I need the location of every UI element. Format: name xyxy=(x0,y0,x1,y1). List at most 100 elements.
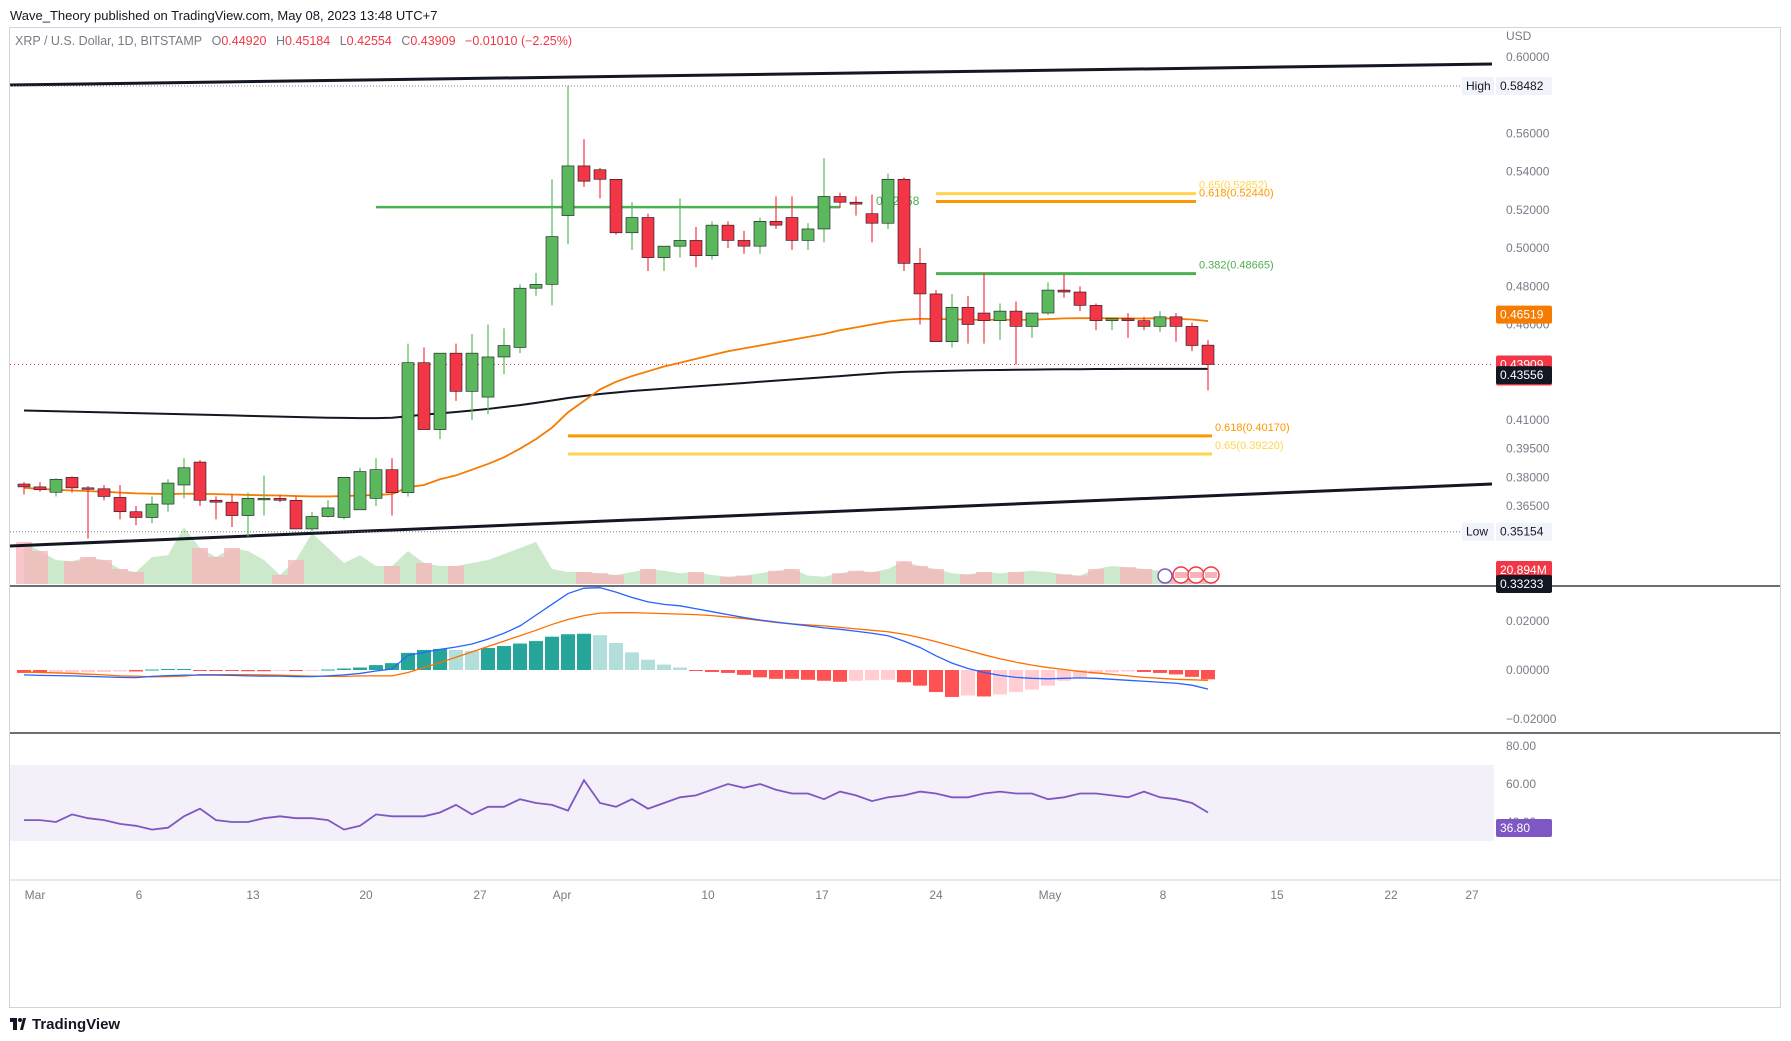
candle-body xyxy=(801,228,815,241)
macd-histogram-bar xyxy=(753,670,767,678)
macd-histogram-bar xyxy=(993,670,1007,695)
macd-histogram-bar xyxy=(385,663,399,670)
volume-bar-down xyxy=(416,563,432,584)
candle-body xyxy=(209,499,223,503)
volume-bar-down xyxy=(128,572,144,584)
macd-histogram-bar xyxy=(97,670,111,672)
flag-stripe-icon xyxy=(1205,572,1217,578)
volume-bar-down xyxy=(592,573,608,584)
rsi-line xyxy=(24,778,1209,831)
candle-body xyxy=(961,306,975,325)
lower-trendline xyxy=(9,482,1493,548)
volume-bar-down xyxy=(832,573,848,584)
legend-open: 0.44920 xyxy=(221,34,267,48)
time-axis-tick: 22 xyxy=(1384,888,1398,902)
macd-histogram-bar xyxy=(1009,670,1023,693)
macd-histogram-bar xyxy=(1121,670,1135,672)
rsi-value-badge-box xyxy=(1496,819,1552,837)
price-axis-tick: 0.36500 xyxy=(1506,499,1550,513)
candle-body xyxy=(785,217,799,241)
high-tag-box xyxy=(1462,77,1494,96)
macd-histogram-bar xyxy=(785,670,799,679)
low-value-badge: 0.35154 xyxy=(1500,525,1544,539)
macd-histogram-bar xyxy=(1057,670,1071,681)
macd-histogram-bar xyxy=(817,670,831,681)
macd-axis-tick: −0.02000 xyxy=(1506,712,1557,726)
volume-badge-box xyxy=(1496,561,1552,579)
candle-body xyxy=(241,498,255,516)
volume-bar-down xyxy=(1136,569,1152,584)
macd-histogram-bar xyxy=(705,670,719,672)
macd-histogram-bar xyxy=(1073,670,1087,678)
candle-body xyxy=(321,507,335,517)
candle-body xyxy=(913,263,927,295)
low-tag: Low xyxy=(1466,525,1488,539)
volume-bar-down xyxy=(640,569,656,584)
candle-body xyxy=(1201,344,1215,365)
macd-histogram-bar xyxy=(833,670,847,682)
macd-line xyxy=(23,587,1209,690)
price-axis-tick: 0.39500 xyxy=(1506,442,1550,456)
macd-histogram-bar xyxy=(1153,670,1167,673)
candle-body xyxy=(1121,318,1135,321)
volume-bar-down xyxy=(16,542,32,584)
volume-bar-down xyxy=(208,557,224,584)
volume-bar-down xyxy=(448,566,464,584)
macd-histogram-bar xyxy=(1201,670,1215,680)
ema-50-badge-box xyxy=(1496,305,1552,324)
candle-body xyxy=(897,178,911,264)
macd-histogram-bar xyxy=(929,670,943,693)
volume-bar-down xyxy=(80,557,96,584)
candle-body xyxy=(1041,289,1055,314)
candle-body xyxy=(353,471,367,511)
macd-histogram-bar xyxy=(801,670,815,680)
volume-bar-down xyxy=(1120,567,1136,584)
volume-bar-down xyxy=(768,570,784,584)
macd-histogram-bar xyxy=(129,670,143,672)
candle-body xyxy=(433,352,447,430)
volume-bar-down xyxy=(192,548,208,584)
macd-histogram-bar xyxy=(1025,670,1039,690)
fib-level-label: 0.65(0.52852) xyxy=(1199,180,1268,192)
macd-histogram-bar xyxy=(625,652,639,670)
macd-histogram-bar xyxy=(65,670,79,673)
time-axis-tick: 6 xyxy=(136,888,143,902)
candle-body xyxy=(865,213,879,224)
candle-body xyxy=(945,306,959,342)
candle-body xyxy=(593,169,607,180)
time-axis-tick: 20 xyxy=(359,888,373,902)
candle-body xyxy=(993,310,1007,321)
macd-histogram-bar xyxy=(593,635,607,670)
candle-body xyxy=(513,287,527,348)
candle-body xyxy=(401,362,415,493)
candle-body xyxy=(625,217,639,234)
volume-bar-down xyxy=(224,548,240,584)
macd-histogram-bar xyxy=(321,669,335,671)
candle-body xyxy=(49,478,63,493)
macd-histogram-bar xyxy=(721,670,735,673)
candle-body xyxy=(609,178,623,234)
macd-histogram-bar xyxy=(513,643,527,670)
macd-histogram-bar xyxy=(529,641,543,670)
candle-body xyxy=(881,178,895,224)
candle-body xyxy=(369,469,383,499)
macd-histogram-bar xyxy=(609,643,623,670)
macd-axis-tick: 0.02000 xyxy=(1506,614,1550,628)
candle-body xyxy=(673,240,687,247)
macd-histogram-bar xyxy=(881,670,895,680)
macd-histogram-bar xyxy=(369,665,383,670)
candle-body xyxy=(721,224,735,241)
candle-body xyxy=(97,488,111,497)
candle-body xyxy=(849,201,863,205)
price-axis-tick: 0.50000 xyxy=(1506,241,1550,255)
macd-histogram-bar xyxy=(657,664,671,670)
chart-frame xyxy=(9,27,1781,1008)
candle-body xyxy=(753,221,767,247)
volume-bar-down xyxy=(384,566,400,584)
volume-bar-down xyxy=(784,569,800,584)
candle-body xyxy=(1073,291,1087,306)
macd-histogram-bar xyxy=(17,670,31,673)
candle-body xyxy=(977,312,991,321)
volume-bar-down xyxy=(288,560,304,584)
